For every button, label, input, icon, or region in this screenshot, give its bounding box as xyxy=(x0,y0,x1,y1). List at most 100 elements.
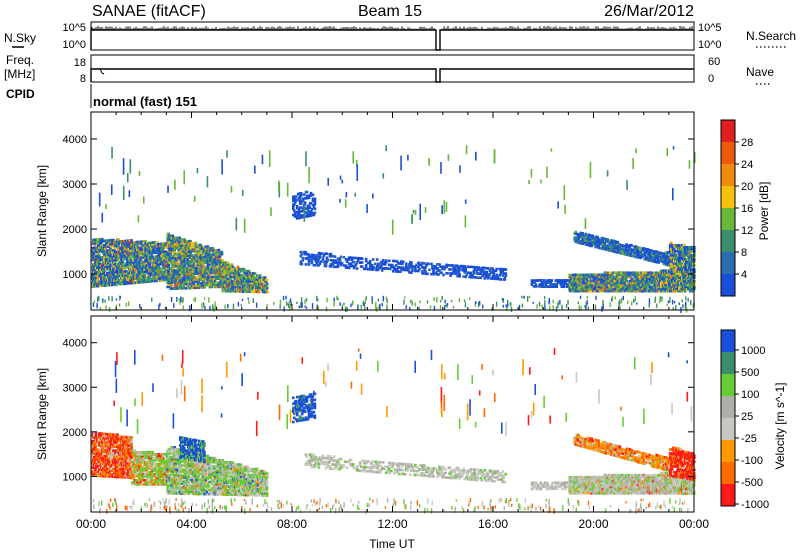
echo-cell xyxy=(334,261,338,265)
echo-cell xyxy=(289,305,291,311)
echo-cell xyxy=(289,303,291,308)
echo-cell xyxy=(180,274,184,278)
echo-cell xyxy=(657,259,661,263)
echo-cell xyxy=(182,270,186,274)
echo-cell xyxy=(138,266,141,270)
echo-cell xyxy=(449,272,452,275)
echo-cell xyxy=(682,287,686,291)
echo-cell xyxy=(149,245,152,249)
echo-cell xyxy=(107,249,110,253)
echo-cell xyxy=(220,285,224,288)
echo-cell xyxy=(120,278,123,282)
echo-cell xyxy=(612,289,616,293)
echo-cell xyxy=(148,275,151,279)
echo-cell xyxy=(582,287,586,291)
echo-cell xyxy=(138,252,141,256)
echo-cell xyxy=(421,270,424,273)
echo-cell xyxy=(174,262,178,266)
echo-cell xyxy=(448,264,451,267)
echo-cell xyxy=(674,276,678,280)
echo-cell xyxy=(673,281,677,285)
echo-cell xyxy=(555,285,559,288)
echo-cell xyxy=(254,276,258,279)
echo-cell xyxy=(168,261,171,264)
echo-cell xyxy=(169,257,172,260)
echo-cell xyxy=(544,283,548,286)
echo-cell xyxy=(628,246,632,249)
echo-cell xyxy=(559,299,561,305)
echo-cell xyxy=(223,287,227,291)
echo-cell xyxy=(632,254,636,258)
nsearch-top-tick: 10^5 xyxy=(698,22,722,34)
echo-cell xyxy=(669,266,673,269)
echo-cell xyxy=(443,305,446,310)
echo-cell xyxy=(629,279,633,283)
echo-cell xyxy=(285,295,287,300)
echo-cell xyxy=(183,274,187,278)
echo-cell xyxy=(397,270,400,273)
echo-cell xyxy=(647,254,651,258)
echo-cell xyxy=(218,285,222,289)
echo-cell xyxy=(670,270,674,273)
echo-streak xyxy=(345,191,348,198)
echo-cell xyxy=(564,281,568,284)
echo-cell xyxy=(625,279,629,283)
echo-cell xyxy=(662,281,666,285)
echo-cell xyxy=(576,238,580,242)
echo-cell xyxy=(300,302,302,309)
echo-cell xyxy=(578,283,582,287)
echo-cell xyxy=(601,277,605,281)
echo-cell xyxy=(629,252,633,255)
echo-cell xyxy=(584,238,588,242)
echo-cell xyxy=(99,284,102,288)
echo-cell xyxy=(583,277,587,281)
echo-cell xyxy=(493,275,497,278)
echo-cell xyxy=(200,247,204,251)
echo-cell xyxy=(207,261,211,265)
echo-cell xyxy=(144,260,147,264)
echo-cell xyxy=(182,305,184,310)
echo-cell xyxy=(574,283,578,287)
echo-cell xyxy=(146,267,149,271)
echo-cell xyxy=(92,254,95,258)
echo-cell xyxy=(153,265,156,268)
echo-cell xyxy=(174,238,178,241)
echo-cell xyxy=(241,286,245,289)
echo-cell xyxy=(113,264,116,268)
echo-cell xyxy=(134,251,137,254)
echo-streak xyxy=(635,148,637,154)
echo-cell xyxy=(173,285,177,288)
echo-cell xyxy=(128,259,131,263)
echo-cell xyxy=(148,270,151,273)
echo-cell xyxy=(161,256,164,260)
echo-cell xyxy=(224,281,228,285)
echo-cell xyxy=(166,236,169,240)
echo-cell xyxy=(264,280,268,284)
echo-streak xyxy=(129,159,132,174)
echo-cell xyxy=(251,284,255,288)
echo-cell xyxy=(225,283,229,287)
date-title: 26/Mar/2012 xyxy=(604,3,694,20)
echo-cell xyxy=(104,265,107,269)
echo-cell xyxy=(134,259,137,262)
echo-cell xyxy=(113,266,116,270)
echo-cell xyxy=(165,272,168,276)
echo-cell xyxy=(167,277,170,280)
echo-cell xyxy=(184,262,188,266)
echo-cell xyxy=(310,261,314,265)
echo-cell xyxy=(303,252,307,256)
echo-cell xyxy=(630,254,634,258)
echo-cell xyxy=(477,266,481,269)
echo-cell xyxy=(680,256,684,260)
echo-cell xyxy=(209,257,213,260)
echo-cell xyxy=(642,281,646,285)
echo-cell xyxy=(131,265,134,268)
echo-cell xyxy=(119,252,122,256)
echo-cell xyxy=(142,264,145,267)
echo-cell xyxy=(255,274,259,278)
echo-cell xyxy=(158,249,161,252)
echo-cell xyxy=(561,281,565,284)
echo-cell xyxy=(331,254,335,258)
echo-cell xyxy=(114,244,117,248)
echo-cell xyxy=(249,284,253,287)
